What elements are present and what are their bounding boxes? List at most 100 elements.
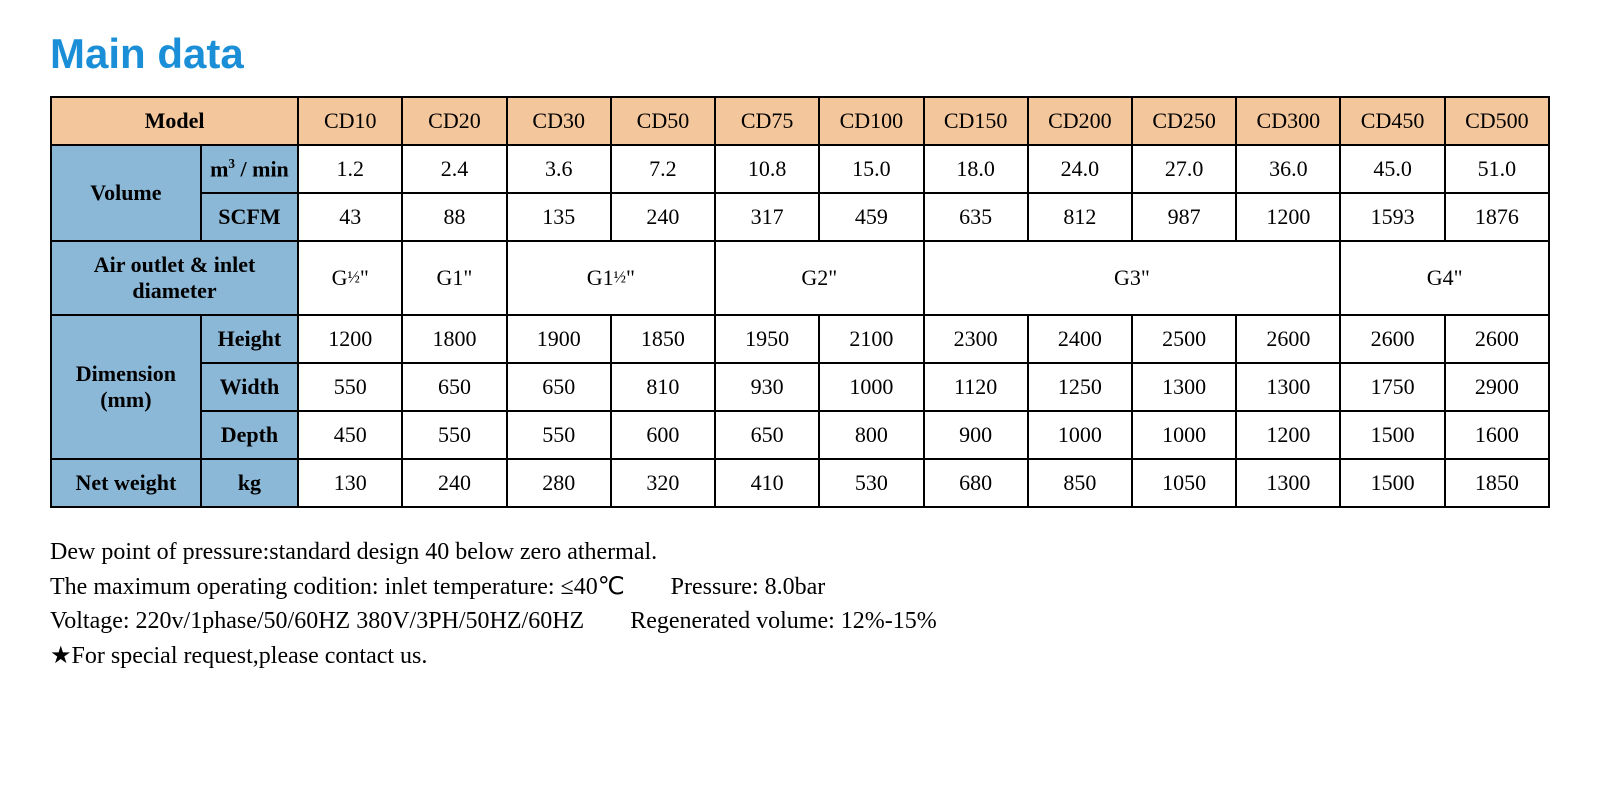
model-col: CD20 xyxy=(402,97,506,145)
cell: 550 xyxy=(402,411,506,459)
cell: 812 xyxy=(1028,193,1132,241)
cell: 810 xyxy=(611,363,715,411)
cell: 2500 xyxy=(1132,315,1236,363)
cell: 130 xyxy=(298,459,402,507)
volume-label: Volume xyxy=(51,145,201,241)
header-row: Model CD10 CD20 CD30 CD50 CD75 CD100 CD1… xyxy=(51,97,1549,145)
model-col: CD450 xyxy=(1340,97,1444,145)
cell: 1000 xyxy=(819,363,923,411)
note-text: Voltage: 220v/1phase/50/60HZ 380V/3PH/50… xyxy=(50,608,584,634)
width-label: Width xyxy=(201,363,298,411)
cell: 7.2 xyxy=(611,145,715,193)
cell: 320 xyxy=(611,459,715,507)
table-row: Net weight kg 130 240 280 320 410 530 68… xyxy=(51,459,1549,507)
height-label: Height xyxy=(201,315,298,363)
cell: 317 xyxy=(715,193,819,241)
cell: 600 xyxy=(611,411,715,459)
table-row: SCFM 43 88 135 240 317 459 635 812 987 1… xyxy=(51,193,1549,241)
cell: 2400 xyxy=(1028,315,1132,363)
cell: 987 xyxy=(1132,193,1236,241)
cell: G½" xyxy=(298,241,402,315)
model-col: CD150 xyxy=(924,97,1028,145)
note-line: Dew point of pressure:standard design 40… xyxy=(50,536,1550,568)
cell: 1050 xyxy=(1132,459,1236,507)
cell: 900 xyxy=(924,411,1028,459)
model-col: CD500 xyxy=(1445,97,1549,145)
cell: 24.0 xyxy=(1028,145,1132,193)
cell: 550 xyxy=(507,411,611,459)
cell: 27.0 xyxy=(1132,145,1236,193)
table-row: Dimension(mm) Height 1200 1800 1900 1850… xyxy=(51,315,1549,363)
cell: 10.8 xyxy=(715,145,819,193)
cell: 1850 xyxy=(611,315,715,363)
page-title: Main data xyxy=(50,30,1550,78)
cell: 1500 xyxy=(1340,459,1444,507)
cell: 18.0 xyxy=(924,145,1028,193)
cell: G1½" xyxy=(507,241,715,315)
cell: 650 xyxy=(507,363,611,411)
table-row: Width 550 650 650 810 930 1000 1120 1250… xyxy=(51,363,1549,411)
spec-table: Model CD10 CD20 CD30 CD50 CD75 CD100 CD1… xyxy=(50,96,1550,508)
cell: 650 xyxy=(402,363,506,411)
model-col: CD50 xyxy=(611,97,715,145)
cell: 650 xyxy=(715,411,819,459)
cell: 135 xyxy=(507,193,611,241)
cell: 2300 xyxy=(924,315,1028,363)
cell: 88 xyxy=(402,193,506,241)
note-line: ★For special request,please contact us. xyxy=(50,640,1550,672)
cell: 1300 xyxy=(1236,459,1340,507)
cell: 530 xyxy=(819,459,923,507)
dimension-label: Dimension(mm) xyxy=(51,315,201,459)
cell: 1300 xyxy=(1236,363,1340,411)
table-row: Depth 450 550 550 600 650 800 900 1000 1… xyxy=(51,411,1549,459)
note-text: The maximum operating codition: inlet te… xyxy=(50,574,625,600)
cell: G4" xyxy=(1340,241,1549,315)
model-col: CD300 xyxy=(1236,97,1340,145)
model-col: CD250 xyxy=(1132,97,1236,145)
cell: 680 xyxy=(924,459,1028,507)
cell: 2100 xyxy=(819,315,923,363)
cell: 1200 xyxy=(1236,193,1340,241)
cell: 2.4 xyxy=(402,145,506,193)
cell: 1850 xyxy=(1445,459,1549,507)
cell: 800 xyxy=(819,411,923,459)
netweight-label: Net weight xyxy=(51,459,201,507)
model-col: CD10 xyxy=(298,97,402,145)
kg-label: kg xyxy=(201,459,298,507)
table-row: Air outlet & inlet diameter G½" G1" G1½"… xyxy=(51,241,1549,315)
scfm-label: SCFM xyxy=(201,193,298,241)
cell: 1000 xyxy=(1132,411,1236,459)
cell: 1200 xyxy=(298,315,402,363)
cell: 1120 xyxy=(924,363,1028,411)
table-row: Volume m3 / min 1.2 2.4 3.6 7.2 10.8 15.… xyxy=(51,145,1549,193)
cell: 2600 xyxy=(1445,315,1549,363)
note-text: Pressure: 8.0bar xyxy=(671,571,826,603)
cell: 1300 xyxy=(1132,363,1236,411)
cell: 1250 xyxy=(1028,363,1132,411)
footnotes: Dew point of pressure:standard design 40… xyxy=(50,536,1550,672)
note-text: Regenerated volume: 12%-15% xyxy=(630,605,937,637)
cell: 550 xyxy=(298,363,402,411)
cell: 1600 xyxy=(1445,411,1549,459)
cell: 45.0 xyxy=(1340,145,1444,193)
cell: 3.6 xyxy=(507,145,611,193)
air-diameter-label: Air outlet & inlet diameter xyxy=(51,241,298,315)
model-col: CD30 xyxy=(507,97,611,145)
cell: 1900 xyxy=(507,315,611,363)
cell: 1.2 xyxy=(298,145,402,193)
model-col: CD100 xyxy=(819,97,923,145)
m3min-label: m3 / min xyxy=(201,145,298,193)
cell: 51.0 xyxy=(1445,145,1549,193)
cell: 1876 xyxy=(1445,193,1549,241)
depth-label: Depth xyxy=(201,411,298,459)
note-line: The maximum operating codition: inlet te… xyxy=(50,571,1550,603)
cell: 1500 xyxy=(1340,411,1444,459)
cell: 930 xyxy=(715,363,819,411)
cell: G3" xyxy=(924,241,1341,315)
cell: 450 xyxy=(298,411,402,459)
cell: 240 xyxy=(611,193,715,241)
cell: 850 xyxy=(1028,459,1132,507)
cell: 635 xyxy=(924,193,1028,241)
cell: 1593 xyxy=(1340,193,1444,241)
cell: 240 xyxy=(402,459,506,507)
